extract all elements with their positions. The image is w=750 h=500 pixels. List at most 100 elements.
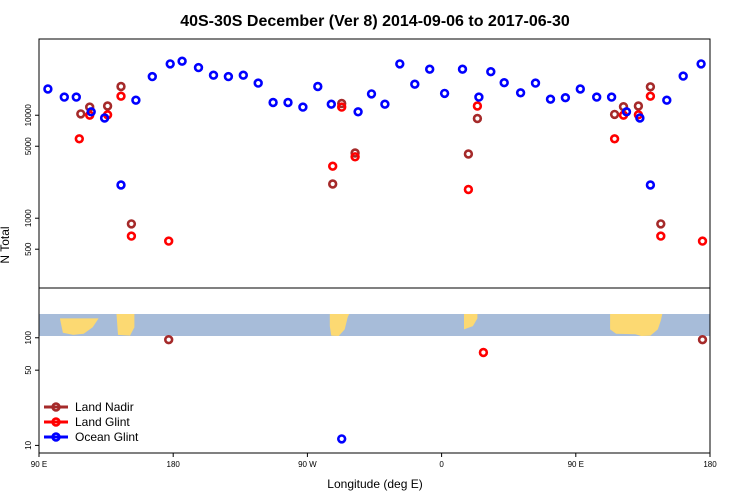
data-point: [457, 64, 468, 74]
data-point: [350, 152, 360, 162]
y-tick-label: 5000: [24, 137, 33, 155]
series-ocean-glint: [43, 56, 706, 444]
data-point: [116, 81, 126, 92]
data-point: [102, 101, 113, 111]
x-tick-label: 180: [703, 460, 717, 469]
y-tick-label: 10: [24, 440, 33, 449]
data-point: [268, 97, 278, 108]
data-point: [499, 77, 509, 88]
data-point: [463, 184, 474, 195]
data-point: [609, 134, 620, 144]
data-point: [337, 434, 347, 444]
data-point: [126, 219, 137, 229]
data-point: [697, 335, 708, 345]
data-point: [425, 64, 435, 74]
data-point: [633, 101, 644, 111]
legend-marker: [51, 402, 61, 412]
y-tick-label: 50: [24, 365, 33, 374]
data-point: [74, 134, 85, 144]
data-point: [283, 97, 293, 108]
data-point: [380, 99, 390, 109]
data-point: [177, 56, 187, 66]
legend-marker: [51, 432, 61, 442]
data-point: [147, 71, 158, 82]
data-point: [298, 102, 308, 112]
x-tick-label: 180: [167, 460, 181, 469]
y-axis-lower: 10 50 100: [24, 331, 39, 450]
chart-title: 40S-30S December (Ver 8) 2014-09-06 to 2…: [180, 13, 570, 30]
data-point: [253, 78, 263, 88]
data-point: [337, 102, 347, 112]
data-point: [474, 92, 484, 102]
land-mask: [59, 314, 663, 336]
x-axis: 90 E 180 90 W 0 90 E 180: [31, 453, 717, 469]
land-shape: [464, 314, 478, 330]
legend-label: Land Nadir: [75, 400, 134, 414]
data-point: [697, 236, 708, 246]
land-shape: [329, 314, 350, 336]
ocean-band: [39, 314, 710, 336]
data-point: [395, 59, 405, 69]
x-tick-label: 90 E: [568, 460, 584, 469]
data-point: [116, 180, 126, 190]
data-point: [164, 236, 174, 246]
legend-marker: [51, 417, 61, 427]
y-tick-label: 10000: [24, 104, 33, 127]
data-point: [193, 62, 204, 73]
data-point: [678, 71, 688, 81]
data-point: [223, 71, 234, 82]
data-point: [560, 92, 571, 103]
data-point: [545, 94, 556, 104]
data-point: [116, 91, 126, 101]
data-point: [656, 219, 666, 229]
data-point: [606, 92, 617, 102]
data-point: [337, 98, 347, 109]
data-point: [353, 107, 363, 117]
y-axis-upper: 500 1000 5000 10000: [24, 104, 39, 256]
data-point: [165, 59, 175, 69]
x-axis-label: Longitude (deg E): [327, 477, 422, 491]
data-point: [313, 81, 323, 92]
x-tick-label: 0: [439, 460, 444, 469]
data-point: [238, 70, 249, 80]
data-point: [472, 101, 483, 111]
data-point: [59, 92, 70, 102]
data-point: [328, 179, 338, 189]
legend-label: Land Glint: [75, 415, 130, 429]
y-tick-label: 1000: [24, 209, 33, 227]
data-point: [326, 99, 336, 109]
data-point: [164, 335, 174, 345]
data-point: [645, 180, 656, 190]
series-land-nadir: [76, 81, 708, 345]
y-tick-label: 100: [24, 331, 33, 345]
lower-panel-background: [39, 314, 710, 336]
data-point: [645, 82, 656, 92]
data-point: [328, 161, 338, 171]
x-tick-label: 90 W: [298, 460, 317, 469]
land-shape: [59, 318, 99, 335]
data-point: [662, 95, 672, 105]
data-point: [208, 70, 219, 80]
y-tick-label: 500: [24, 242, 33, 256]
data-point: [515, 88, 526, 98]
data-point: [99, 113, 110, 123]
data-point: [530, 78, 541, 88]
data-point: [131, 95, 141, 105]
data-point: [71, 92, 82, 102]
data-point: [591, 92, 602, 102]
data-points: [43, 56, 708, 444]
data-point: [635, 113, 645, 123]
data-point: [486, 66, 496, 77]
data-point: [76, 109, 86, 119]
y-axis-label: N Total: [0, 226, 12, 263]
data-point: [410, 79, 420, 89]
data-point: [366, 89, 377, 99]
upper-panel-frame: [38, 38, 711, 289]
data-point: [472, 113, 483, 124]
data-point: [350, 148, 360, 158]
data-point: [645, 91, 656, 101]
data-point: [439, 88, 450, 99]
data-point: [656, 231, 666, 241]
x-tick-label: 90 E: [31, 460, 47, 469]
